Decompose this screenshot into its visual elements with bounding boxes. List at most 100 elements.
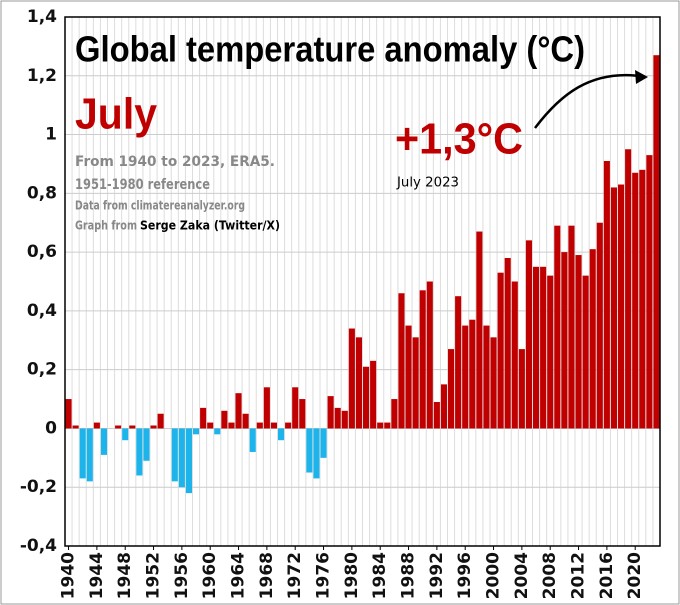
bar xyxy=(242,413,249,429)
bar xyxy=(476,231,483,429)
highlight-arrow xyxy=(534,73,641,129)
bar xyxy=(433,401,440,429)
y-tick-label: 0 xyxy=(45,418,57,438)
bar xyxy=(256,422,263,429)
bar xyxy=(150,425,157,429)
bar xyxy=(341,410,348,429)
bar xyxy=(398,293,405,429)
bar xyxy=(207,422,214,429)
bar xyxy=(547,275,554,429)
x-tick-label: 1956 xyxy=(172,552,192,599)
bar xyxy=(193,428,200,435)
bar xyxy=(79,428,86,479)
bar xyxy=(639,169,646,429)
bar xyxy=(412,337,419,429)
bar xyxy=(299,399,306,429)
x-tick-label: 2012 xyxy=(569,552,589,599)
bar xyxy=(348,328,355,429)
bar xyxy=(469,319,476,429)
chart-subtitle: July xyxy=(75,90,157,139)
annotation-credit-prefix: Graph from xyxy=(75,219,137,233)
bar xyxy=(122,428,129,441)
x-tick-label: 1992 xyxy=(427,552,447,599)
y-tick-label: 1,4 xyxy=(27,7,57,27)
x-tick-label: 1996 xyxy=(455,552,475,599)
highlight-arrowhead xyxy=(635,70,648,84)
bar xyxy=(490,337,497,429)
bar xyxy=(575,255,582,429)
bar xyxy=(440,384,447,429)
x-tick-label: 1944 xyxy=(87,552,107,599)
bar xyxy=(384,422,391,429)
bar xyxy=(596,222,603,429)
bar xyxy=(568,225,575,429)
plot-border xyxy=(64,16,661,547)
bar xyxy=(129,425,136,429)
x-tick-label: 2008 xyxy=(540,552,560,599)
bar xyxy=(115,425,122,429)
bar xyxy=(646,155,653,429)
bar xyxy=(455,296,462,429)
bar xyxy=(610,187,617,429)
x-tick-label: 2020 xyxy=(625,552,645,599)
bar xyxy=(377,422,384,429)
x-tick-label: 1952 xyxy=(144,552,164,599)
highlight-value: +1,3°C xyxy=(395,115,523,164)
x-tick-label: 1976 xyxy=(314,552,334,599)
bar xyxy=(391,399,398,429)
y-tick-label: -0,2 xyxy=(20,477,57,497)
x-tick-label: 1984 xyxy=(370,552,390,599)
x-tick-label: 1972 xyxy=(285,552,305,599)
bar xyxy=(285,422,292,429)
bar xyxy=(518,349,525,429)
bar xyxy=(483,325,490,429)
x-tick-label: 1964 xyxy=(229,552,249,599)
bar xyxy=(405,325,412,429)
bar xyxy=(270,422,277,429)
bar xyxy=(511,281,518,429)
bar xyxy=(554,225,561,429)
y-tick-label: 0,8 xyxy=(27,183,57,203)
bar xyxy=(625,149,632,429)
bar xyxy=(561,252,568,429)
x-tick-label: 2016 xyxy=(597,552,617,599)
highlight-label: July 2023 xyxy=(396,176,459,191)
x-tick-label: 1948 xyxy=(115,552,135,599)
bar xyxy=(327,396,334,429)
annotation-source: Data from climatereanalyzer.org xyxy=(75,199,245,213)
bar xyxy=(632,172,639,429)
grid xyxy=(65,16,661,547)
annotation-credit-name: Serge Zaka (Twitter/X) xyxy=(140,219,280,233)
bar xyxy=(86,428,93,482)
bar xyxy=(200,407,207,429)
x-tick-label: 1968 xyxy=(257,552,277,599)
bar xyxy=(100,428,107,455)
bar xyxy=(533,266,540,429)
bar xyxy=(185,428,192,494)
bar xyxy=(589,249,596,429)
bar xyxy=(419,290,426,429)
bar xyxy=(249,428,256,452)
y-tick-label: 1,2 xyxy=(27,66,57,86)
x-tick-label: 2004 xyxy=(512,552,532,599)
y-tick-label: 0,4 xyxy=(27,301,57,321)
bar xyxy=(143,428,150,461)
bar xyxy=(171,428,178,482)
bar xyxy=(178,428,185,488)
y-tick-label: 1 xyxy=(45,125,57,145)
annotation-period: From 1940 to 2023, ERA5. xyxy=(75,154,275,170)
x-tick-label: 1940 xyxy=(59,552,79,599)
y-tick-label: 0,6 xyxy=(27,242,57,262)
x-tick-label: 1988 xyxy=(399,552,419,599)
bar xyxy=(292,387,299,429)
chart-title: Global temperature anomaly (°C) xyxy=(75,29,585,70)
bar xyxy=(653,55,660,429)
bars xyxy=(65,55,660,494)
bar xyxy=(228,422,235,429)
bar xyxy=(363,366,370,429)
x-tick-label: 2000 xyxy=(484,552,504,599)
bar xyxy=(136,428,143,476)
bar xyxy=(320,428,327,458)
bar xyxy=(582,275,589,429)
